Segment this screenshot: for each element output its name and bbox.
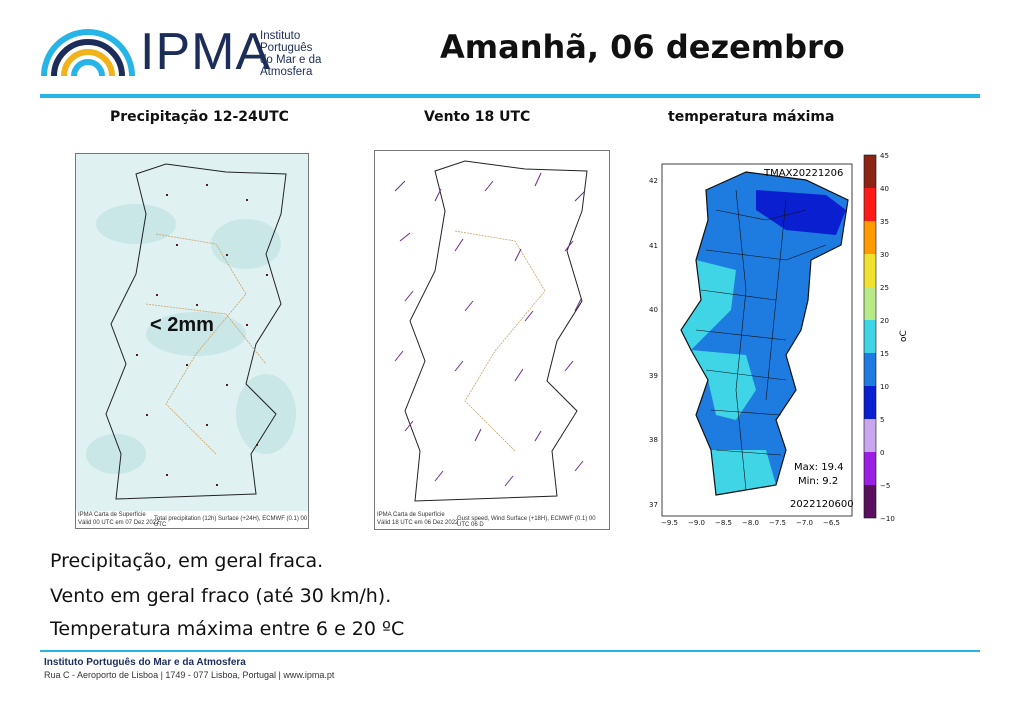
precip-panel-title: Precipitação 12-24UTC [110,109,289,125]
footer-divider [40,650,980,652]
tmax-max-label: Max: 19.4 [794,462,844,473]
lat-tick-41: 41 [649,242,658,250]
tmax-min-label: Min: 9.2 [798,476,838,487]
ipma-logo [40,26,340,82]
tmax-map: 42 41 40 39 38 37 −9.5 −9.0 −8.5 −8.0 −7… [636,150,912,530]
cbar-tick-25: 25 [880,284,889,292]
logo-institute-name: Instituto Português do Mar e da Atmosfer… [260,30,322,78]
cbar-tick-5: 5 [880,416,884,424]
cbar-tick-10: 10 [880,383,889,391]
wind-footer-left: IPMA Carta de Superfície [377,512,445,518]
summary-temperature: Temperatura máxima entre 6 e 20 ºC [50,618,405,640]
lat-tick-39: 39 [649,372,658,380]
tmax-panel-title: temperatura máxima [668,109,835,125]
tmax-map-label: TMAX20221206 [763,168,843,179]
wind-panel-title: Vento 18 UTC [424,109,531,125]
lat-tick-37: 37 [649,501,658,509]
header-divider [40,94,980,98]
lon-tick-1: −9.5 [661,519,678,527]
lon-tick-7: −6.5 [823,519,840,527]
precip-footer-left: IPMA Carta de Superfície [78,512,146,518]
footer-address: Rua C - Aeroporto de Lisboa | 1749 - 077… [44,670,335,680]
wind-map: IPMA Carta de Superfície Válid 18 UTC em… [374,150,610,530]
logo-wordmark: IPMA [140,23,272,81]
cbar-tick-0: 0 [880,449,884,457]
cbar-tick-45: 45 [880,152,889,160]
cbar-tick-20: 20 [880,317,889,325]
lon-tick-3: −8.5 [715,519,732,527]
precip-footer-right: Total precipitation (12h) Surface (+24H)… [154,516,308,528]
colorbar [863,154,877,519]
cbar-tick-m10: −10 [880,515,895,523]
footer-org-name: Instituto Português do Mar e da Atmosfer… [44,657,246,668]
lon-tick-6: −7.0 [796,519,813,527]
cbar-tick-30: 30 [880,251,889,259]
lon-tick-2: −9.0 [688,519,705,527]
lat-tick-38: 38 [649,436,658,444]
wind-footer-left2: Válid 18 UTC em 06 Dez 2022 [377,520,459,526]
wind-footer-right: Gust speed, Wind Surface (+18H), ECMWF (… [457,516,596,528]
summary-wind: Vento em geral fraco (até 30 km/h). [50,585,392,607]
tmax-run-label: 2022120600 [790,499,854,510]
logo-arcs-icon [41,29,135,77]
precip-annotation: < 2mm [150,314,214,336]
summary-precipitation: Precipitação, em geral fraca. [50,550,324,572]
precip-footer-left2: Válid 00 UTC em 07 Dez 2022 [78,520,160,526]
lat-tick-42: 42 [649,177,658,185]
cbar-tick-15: 15 [880,350,889,358]
page-title: Amanhã, 06 dezembro [440,28,845,66]
lon-tick-5: −7.5 [769,519,786,527]
cbar-tick-m5: −5 [880,482,890,490]
cbar-tick-40: 40 [880,185,889,193]
precipitation-map: IPMA Carta de Superfície Válid 00 UTC em… [75,153,309,529]
lon-tick-4: −8.0 [742,519,759,527]
lat-tick-40: 40 [649,306,658,314]
colorbar-unit: oC [899,330,909,342]
cbar-tick-35: 35 [880,218,889,226]
